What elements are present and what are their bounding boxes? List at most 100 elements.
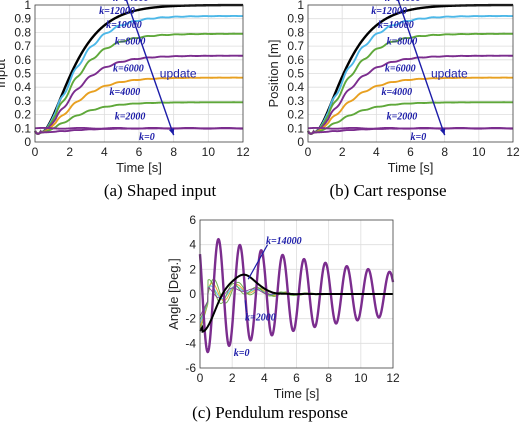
y-tick-label: 0 bbox=[189, 287, 196, 301]
series-label: k=8000 bbox=[115, 36, 146, 47]
y-tick-label: 0 bbox=[24, 135, 31, 149]
x-tick-label: 12 bbox=[236, 145, 250, 159]
series-label: k=0 bbox=[411, 132, 427, 143]
series-line-k-0 bbox=[307, 126, 514, 130]
series-line-k-4000 bbox=[34, 101, 244, 135]
series-line-k-6000 bbox=[307, 76, 513, 135]
series-label: k=4000 bbox=[381, 87, 412, 98]
x-tick-label: 6 bbox=[293, 371, 300, 385]
x-tick-label: 6 bbox=[407, 145, 414, 159]
x-tick-label: 8 bbox=[325, 371, 332, 385]
series-label: k=8000 bbox=[387, 36, 418, 47]
chart-shaped-input: 0 2 4 6 8 10 12 00.10.20.30.40.50.60.70.80.91 Ti… bbox=[0, 0, 250, 175]
series-label: k=0 bbox=[139, 132, 155, 143]
update-arrowhead bbox=[168, 128, 175, 136]
series-label: k=14000 bbox=[266, 236, 302, 247]
series-line-k-0 bbox=[34, 126, 244, 130]
x-tick-label: 10 bbox=[354, 371, 368, 385]
y-tick-label: 1 bbox=[24, 0, 31, 12]
y-tick-label: 0.6 bbox=[287, 53, 304, 67]
series-label: k=12000 bbox=[99, 6, 135, 17]
plot-border bbox=[34, 4, 244, 143]
series-lines bbox=[306, 3, 514, 135]
series-label: k=14000 bbox=[113, 0, 149, 4]
series-label: k=2000 bbox=[387, 112, 418, 123]
update-arrow bbox=[397, 0, 446, 136]
y-tick-label: 0.8 bbox=[14, 25, 31, 39]
x-tick-label: 10 bbox=[202, 145, 216, 159]
y-tick-label: 0.5 bbox=[14, 67, 31, 81]
plot-border bbox=[307, 4, 514, 143]
y-tick-label: 0.1 bbox=[14, 121, 31, 135]
series-label: k=14000 bbox=[385, 0, 421, 4]
x-axis-label: Time [s] bbox=[388, 160, 434, 175]
y-tick-label: 0.9 bbox=[287, 12, 304, 26]
y-tick-label: 0.3 bbox=[287, 94, 304, 108]
update-arrow bbox=[125, 0, 175, 136]
x-tick-label: 2 bbox=[66, 145, 73, 159]
y-tick-label: 0.7 bbox=[287, 39, 304, 53]
series-line-k-8000 bbox=[307, 54, 514, 135]
y-tick-label: 0.5 bbox=[287, 67, 304, 81]
y-axis-label: Angle [Deg.] bbox=[166, 258, 181, 330]
y-tick-label: 0.9 bbox=[14, 12, 31, 26]
x-axis-label: Time [s] bbox=[274, 386, 320, 401]
series-label: k=10000 bbox=[106, 20, 142, 31]
x-tick-label: 4 bbox=[101, 145, 108, 159]
y-tick-label: 0.4 bbox=[287, 80, 304, 94]
chart-cart-response: 0 2 4 6 8 10 12 00.10.20.30.40.50.60.70.80.91 Ti… bbox=[266, 0, 520, 175]
caption-c: (c) Pendulum response bbox=[192, 403, 348, 422]
x-tick-label: 2 bbox=[339, 145, 346, 159]
series-label: k=0 bbox=[234, 348, 250, 359]
series-label: k=4000 bbox=[110, 87, 141, 98]
caption-a: (a) Shaped input bbox=[104, 181, 217, 200]
series-line-k-0 bbox=[198, 237, 395, 354]
y-tick-label: 1 bbox=[297, 0, 304, 12]
y-tick-label: 0.6 bbox=[14, 53, 31, 67]
y-tick-label: 0.3 bbox=[14, 94, 31, 108]
x-tick-label: 8 bbox=[441, 145, 448, 159]
y-tick-label: 0 bbox=[297, 135, 304, 149]
x-tick-label: 4 bbox=[261, 371, 268, 385]
series-label: k=6000 bbox=[113, 64, 144, 75]
x-axis-label: Time [s] bbox=[116, 160, 162, 175]
y-tick-label: 0.7 bbox=[14, 39, 31, 53]
y-axis-label: Position [m] bbox=[266, 40, 281, 108]
y-axis-label: Input bbox=[0, 59, 8, 88]
x-tick-label: 12 bbox=[386, 371, 400, 385]
x-tick-label: 6 bbox=[136, 145, 143, 159]
update-label: update bbox=[431, 67, 468, 81]
series-label: k=12000 bbox=[371, 6, 407, 17]
y-tick-label: 0.8 bbox=[287, 25, 304, 39]
x-tick-label: 8 bbox=[170, 145, 177, 159]
update-label: update bbox=[160, 67, 197, 81]
series-line-k-14000 bbox=[199, 273, 394, 333]
x-tick-label: 0 bbox=[32, 145, 39, 159]
series-line-k-6000 bbox=[34, 76, 243, 135]
y-tick-label: 0.2 bbox=[14, 108, 31, 122]
x-tick-label: 0 bbox=[197, 371, 204, 385]
x-tick-label: 4 bbox=[373, 145, 380, 159]
series-line-k-12000 bbox=[307, 14, 514, 135]
caption-b: (b) Cart response bbox=[329, 181, 446, 200]
series-line-k-12000 bbox=[34, 14, 244, 135]
y-tick-label: 4 bbox=[189, 238, 196, 252]
series-line-k-4000 bbox=[307, 101, 514, 135]
series-line-k-8000 bbox=[34, 54, 244, 135]
y-tick-label: 0.2 bbox=[287, 108, 304, 122]
y-tick-label: 2 bbox=[189, 262, 196, 276]
series-label: k=10000 bbox=[378, 20, 414, 31]
x-tick-label: 0 bbox=[305, 145, 312, 159]
series-label: k=2000 bbox=[115, 112, 146, 123]
y-tick-label: -4 bbox=[185, 336, 196, 350]
y-tick-label: -2 bbox=[185, 312, 196, 326]
y-tick-label: 0.1 bbox=[287, 121, 304, 135]
x-tick-label: 2 bbox=[229, 371, 236, 385]
label-pointer-k-2000 bbox=[244, 300, 248, 313]
x-tick-label: 10 bbox=[472, 145, 486, 159]
series-lines bbox=[33, 3, 244, 135]
series-lines bbox=[198, 237, 395, 354]
series-label: k=6000 bbox=[385, 64, 416, 75]
